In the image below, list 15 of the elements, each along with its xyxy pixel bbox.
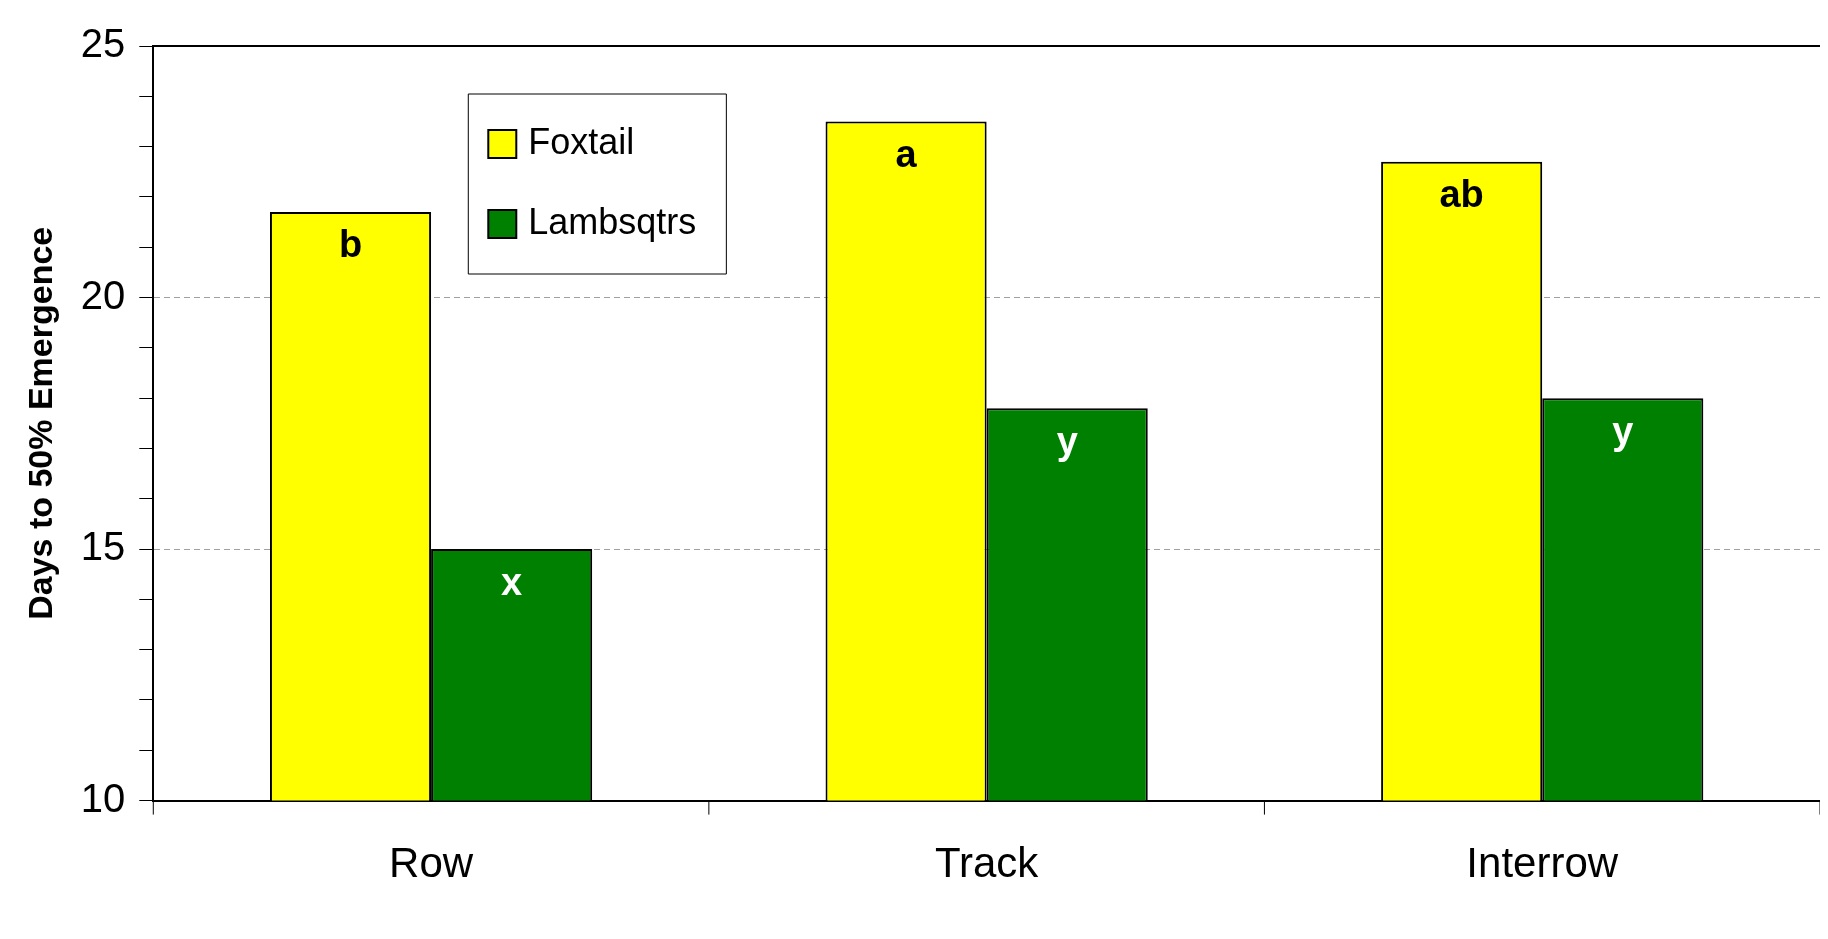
- legend-label: Lambsqtrs: [528, 200, 697, 242]
- y-tick-label: 25: [80, 21, 126, 66]
- y-tick-label: 20: [80, 272, 126, 317]
- annotation: b: [338, 223, 363, 266]
- legend-label: Foxtail: [528, 120, 635, 162]
- annotation: ab: [1439, 173, 1484, 216]
- annotation: x: [501, 560, 523, 603]
- annotation: y: [1056, 419, 1078, 462]
- y-axis-title: Days to 50% Emergence: [20, 226, 59, 620]
- annotation: a: [895, 132, 918, 175]
- y-tick-label: 15: [80, 524, 126, 569]
- x-tick-label: Track: [934, 839, 1040, 887]
- x-tick-label: Interrow: [1466, 839, 1619, 887]
- y-tick-label: 10: [80, 775, 126, 820]
- x-tick-label: Row: [389, 839, 474, 887]
